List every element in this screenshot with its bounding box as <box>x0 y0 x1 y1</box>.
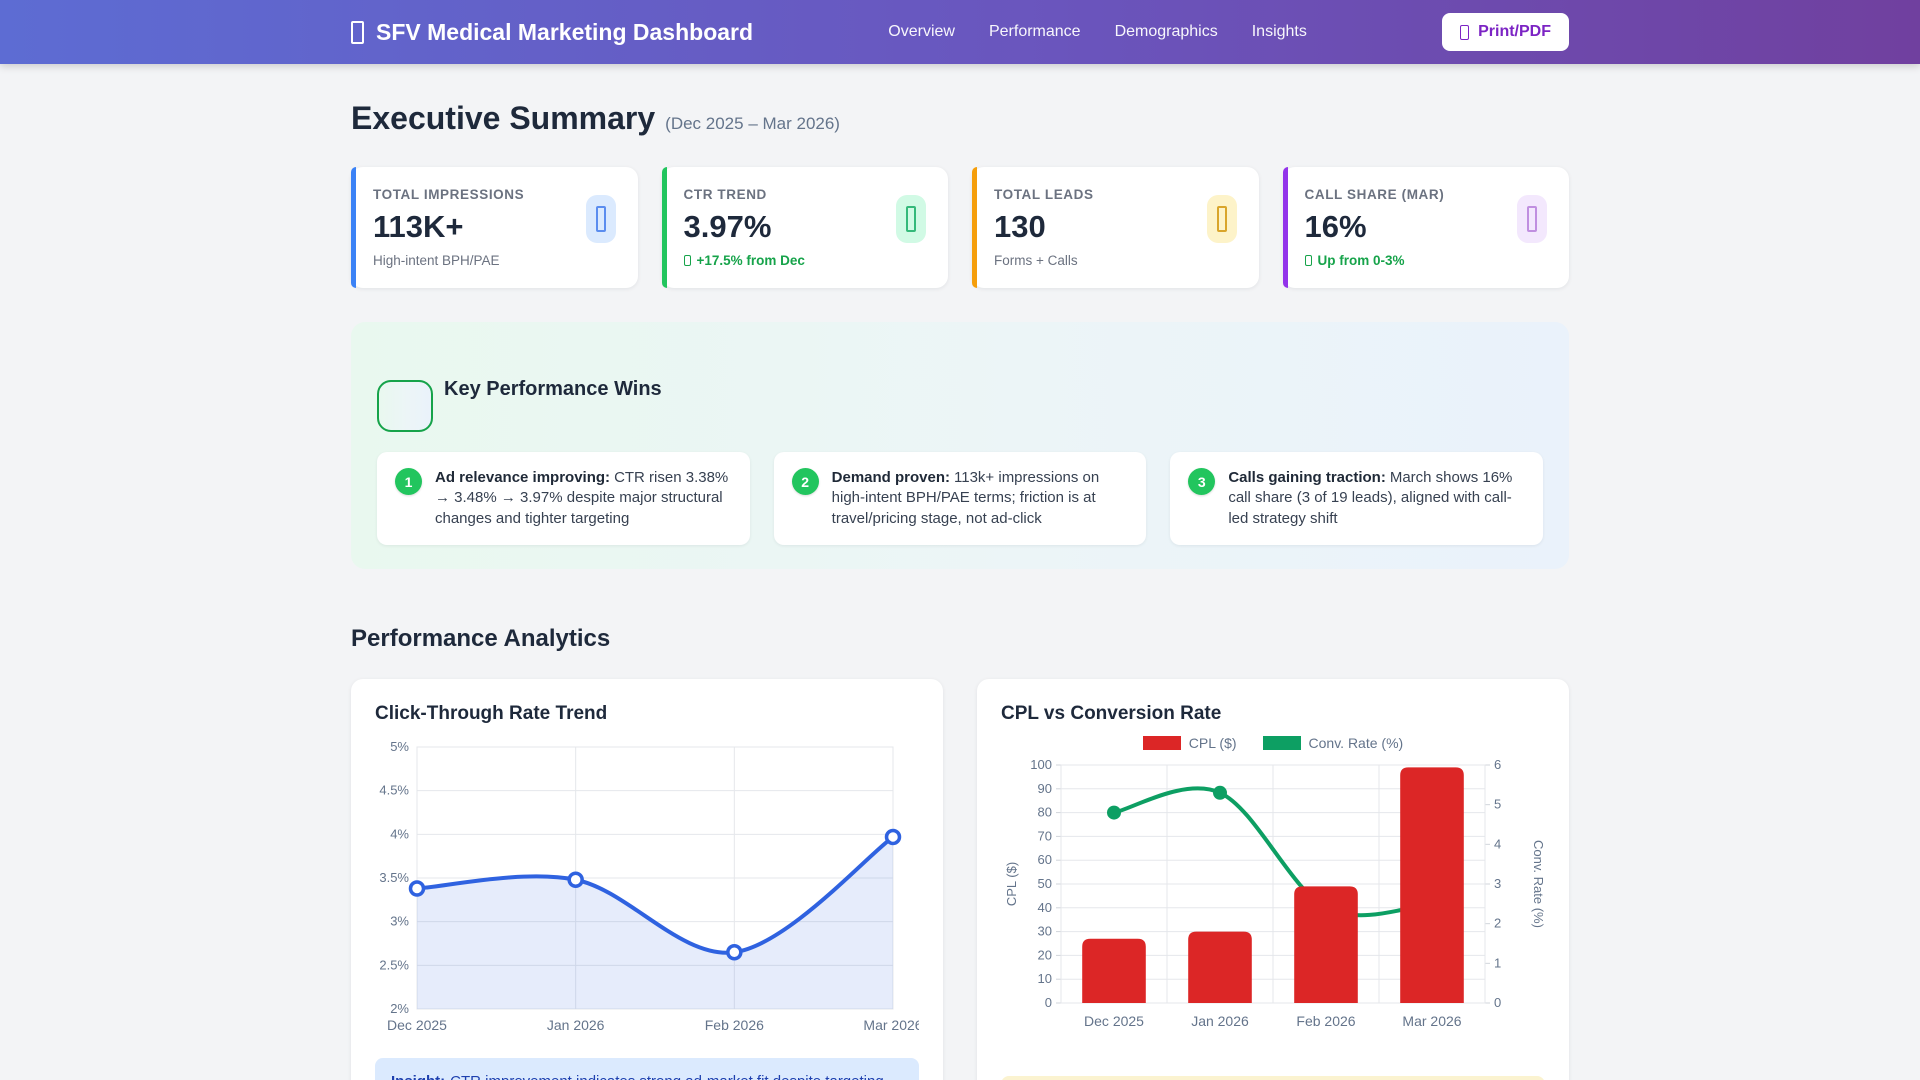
page-date-range: (Dec 2025 – Mar 2026) <box>665 114 840 133</box>
chart-title: Click-Through Rate Trend <box>375 703 608 725</box>
kpi-value: 113K+ <box>373 209 464 244</box>
page-title: Executive Summary <box>351 100 656 136</box>
key-wins-panel: Key Performance Wins 1 Ad relevance impr… <box>351 322 1569 570</box>
chart-title: CPL vs Conversion Rate <box>1001 703 1222 725</box>
app-brand: SFV Medical Marketing Dashboard <box>351 19 753 46</box>
svg-text:CPL ($): CPL ($) <box>1004 862 1019 906</box>
win-item: 3 Calls gaining traction: March shows 16%… <box>1170 452 1543 546</box>
trend-up-icon <box>1304 255 1312 266</box>
conv-legend-swatch <box>1262 736 1301 751</box>
kpi-sublabel: Forms + Calls <box>994 253 1078 268</box>
hospital-logo-icon <box>351 20 364 44</box>
svg-text:Conv. Rate (%): Conv. Rate (%) <box>1531 840 1545 928</box>
svg-text:0: 0 <box>1045 995 1052 1010</box>
svg-text:20: 20 <box>1038 948 1052 963</box>
nav-link-insights[interactable]: Insights <box>1251 23 1307 40</box>
analytics-section-title: Performance Analytics <box>351 625 611 653</box>
ctr-icon <box>896 195 926 243</box>
trend-up-icon <box>683 255 691 266</box>
svg-text:5%: 5% <box>390 739 409 754</box>
kpi-value: 3.97% <box>683 209 772 244</box>
svg-text:4%: 4% <box>390 827 409 842</box>
svg-text:1: 1 <box>1494 956 1501 971</box>
svg-text:40: 40 <box>1038 900 1052 915</box>
svg-text:80: 80 <box>1038 805 1052 820</box>
win-item: 2 Demand proven: 113k+ impressions on hig… <box>773 452 1147 546</box>
kpi-label: CALL SHARE (MAR) <box>1304 187 1445 202</box>
svg-text:2.5%: 2.5% <box>379 958 409 973</box>
svg-text:4: 4 <box>1494 837 1501 852</box>
kpi-card-impressions: TOTAL IMPRESSIONS 113K+ High-intent BPH/… <box>351 167 638 288</box>
svg-text:0: 0 <box>1494 995 1501 1010</box>
win-number-badge: 2 <box>791 468 819 495</box>
nav-link-overview[interactable]: Overview <box>888 23 955 40</box>
kpi-card-row: TOTAL IMPRESSIONS 113K+ High-intent BPH/… <box>351 167 1569 288</box>
svg-text:90: 90 <box>1038 781 1052 796</box>
key-wins-title: Key Performance Wins <box>444 377 662 400</box>
cpl-conversion-chart-card: CPL vs Conversion Rate CPL ($) Conv. Rat… <box>977 679 1569 1080</box>
cpl-combo-chart: 0 10 20 30 40 50 60 70 80 90 100 0 1 2 3 4 5 6 Dec 2025 Jan… <box>1004 757 1546 1029</box>
impressions-icon <box>585 195 616 243</box>
svg-text:Feb 2026: Feb 2026 <box>1296 1013 1355 1029</box>
svg-text:3: 3 <box>1494 876 1501 891</box>
kpi-card-ctr: CTR TREND 3.97% +17.5% from Dec <box>661 167 948 288</box>
kpi-value: 16% <box>1304 209 1367 244</box>
nav-links: Overview Performance Demographics Insigh… <box>753 23 1442 41</box>
win-number-badge: 3 <box>1188 468 1216 495</box>
top-navbar: SFV Medical Marketing Dashboard Overview… <box>0 0 1920 64</box>
win-item: 1 Ad relevance improving: CTR risen 3.38%… <box>377 452 750 546</box>
svg-text:3.5%: 3.5% <box>379 870 409 885</box>
kpi-value: 130 <box>994 209 1046 244</box>
app-title: SFV Medical Marketing Dashboard <box>376 18 754 45</box>
svg-text:Jan 2026: Jan 2026 <box>547 1017 605 1033</box>
kpi-card-leads: TOTAL LEADS 130 Forms + Calls <box>972 167 1259 288</box>
svg-text:2: 2 <box>1494 916 1501 931</box>
alert-callout: Alert:March CPL spike to $99 requires op… <box>1001 1076 1545 1080</box>
nav-link-demographics[interactable]: Demographics <box>1114 23 1218 40</box>
svg-text:2%: 2% <box>390 1001 409 1016</box>
printer-icon <box>1460 24 1470 40</box>
svg-text:5: 5 <box>1494 797 1501 812</box>
svg-text:60: 60 <box>1038 852 1052 867</box>
svg-text:Dec 2025: Dec 2025 <box>387 1017 447 1033</box>
ctr-line-chart: 2% 2.5% 3% 3.5% 4% 4.5% 5% Dec 2025 Jan 2026 Feb … <box>379 739 922 1033</box>
svg-text:Mar 2026: Mar 2026 <box>1402 1013 1461 1029</box>
win-number-badge: 1 <box>395 468 422 495</box>
cpl-legend-swatch <box>1142 736 1181 751</box>
check-icon <box>377 380 433 432</box>
svg-text:50: 50 <box>1038 876 1052 891</box>
svg-text:6: 6 <box>1494 757 1501 772</box>
calls-icon <box>1517 195 1547 243</box>
svg-text:Jan 2026: Jan 2026 <box>1191 1013 1249 1029</box>
print-pdf-button[interactable]: Print/PDF <box>1442 13 1569 51</box>
kpi-sublabel: +17.5% from Dec <box>683 253 805 268</box>
svg-text:Feb 2026: Feb 2026 <box>705 1017 764 1033</box>
kpi-sublabel: High-intent BPH/PAE <box>373 253 500 268</box>
insight-callout: Insight:CTR improvement indicates strong… <box>375 1058 919 1080</box>
svg-text:3%: 3% <box>390 914 409 929</box>
kpi-sublabel: Up from 0-3% <box>1304 253 1445 268</box>
svg-text:100: 100 <box>1030 757 1052 772</box>
kpi-label: TOTAL LEADS <box>994 187 1094 202</box>
svg-text:Dec 2025: Dec 2025 <box>1084 1013 1144 1029</box>
kpi-label: CTR TREND <box>683 187 767 202</box>
svg-text:Mar 2026: Mar 2026 <box>863 1017 919 1033</box>
ctr-trend-chart-card: Click-Through Rate Trend 2% 2.5% 3% 3.5% 4% 4… <box>351 679 943 1080</box>
nav-link-performance[interactable]: Performance <box>988 23 1081 40</box>
kpi-card-call-share: CALL SHARE (MAR) 16% Up from 0-3% <box>1282 167 1569 288</box>
chart-legend: CPL ($) Conv. Rate (%) <box>1001 735 1545 751</box>
svg-text:70: 70 <box>1038 829 1052 844</box>
svg-text:10: 10 <box>1038 971 1052 986</box>
svg-text:30: 30 <box>1038 924 1052 939</box>
leads-icon <box>1206 195 1237 243</box>
kpi-label: TOTAL IMPRESSIONS <box>373 187 525 202</box>
svg-text:4.5%: 4.5% <box>379 783 409 798</box>
